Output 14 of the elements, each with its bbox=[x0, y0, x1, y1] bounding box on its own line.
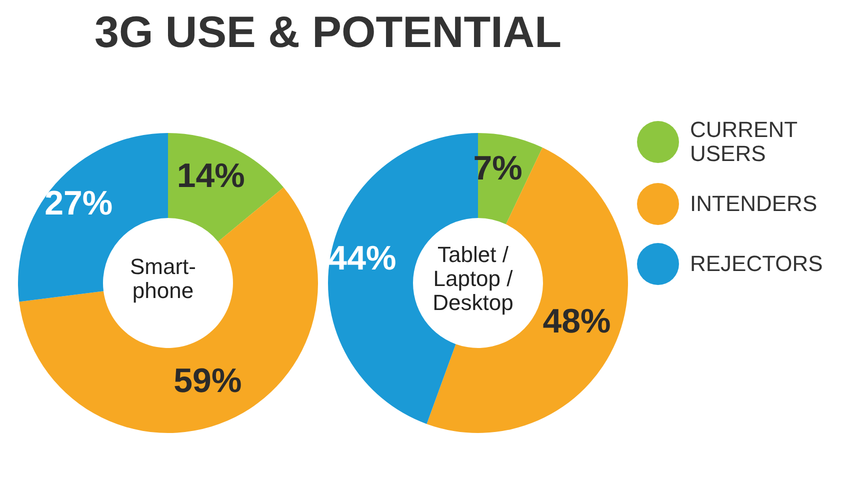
data-label: 14% bbox=[176, 157, 245, 196]
data-label: 48% bbox=[542, 302, 611, 340]
chart-title: 3G USE & POTENTIAL bbox=[94, 8, 562, 58]
legend-label: INTENDERS bbox=[690, 191, 818, 216]
text: Smart- phone bbox=[130, 254, 196, 302]
data-label: 59% bbox=[174, 362, 242, 400]
legend-label: REJECTORS bbox=[690, 251, 823, 276]
data-label: 27% bbox=[44, 184, 113, 223]
data-label: 44% bbox=[328, 239, 396, 278]
donut-slice bbox=[168, 133, 284, 242]
donut-slice bbox=[426, 148, 628, 433]
donut-slice bbox=[19, 187, 318, 433]
text: Tablet / Laptop / Desktop bbox=[432, 242, 514, 314]
legend-label: CURRENT USERS bbox=[690, 117, 798, 166]
